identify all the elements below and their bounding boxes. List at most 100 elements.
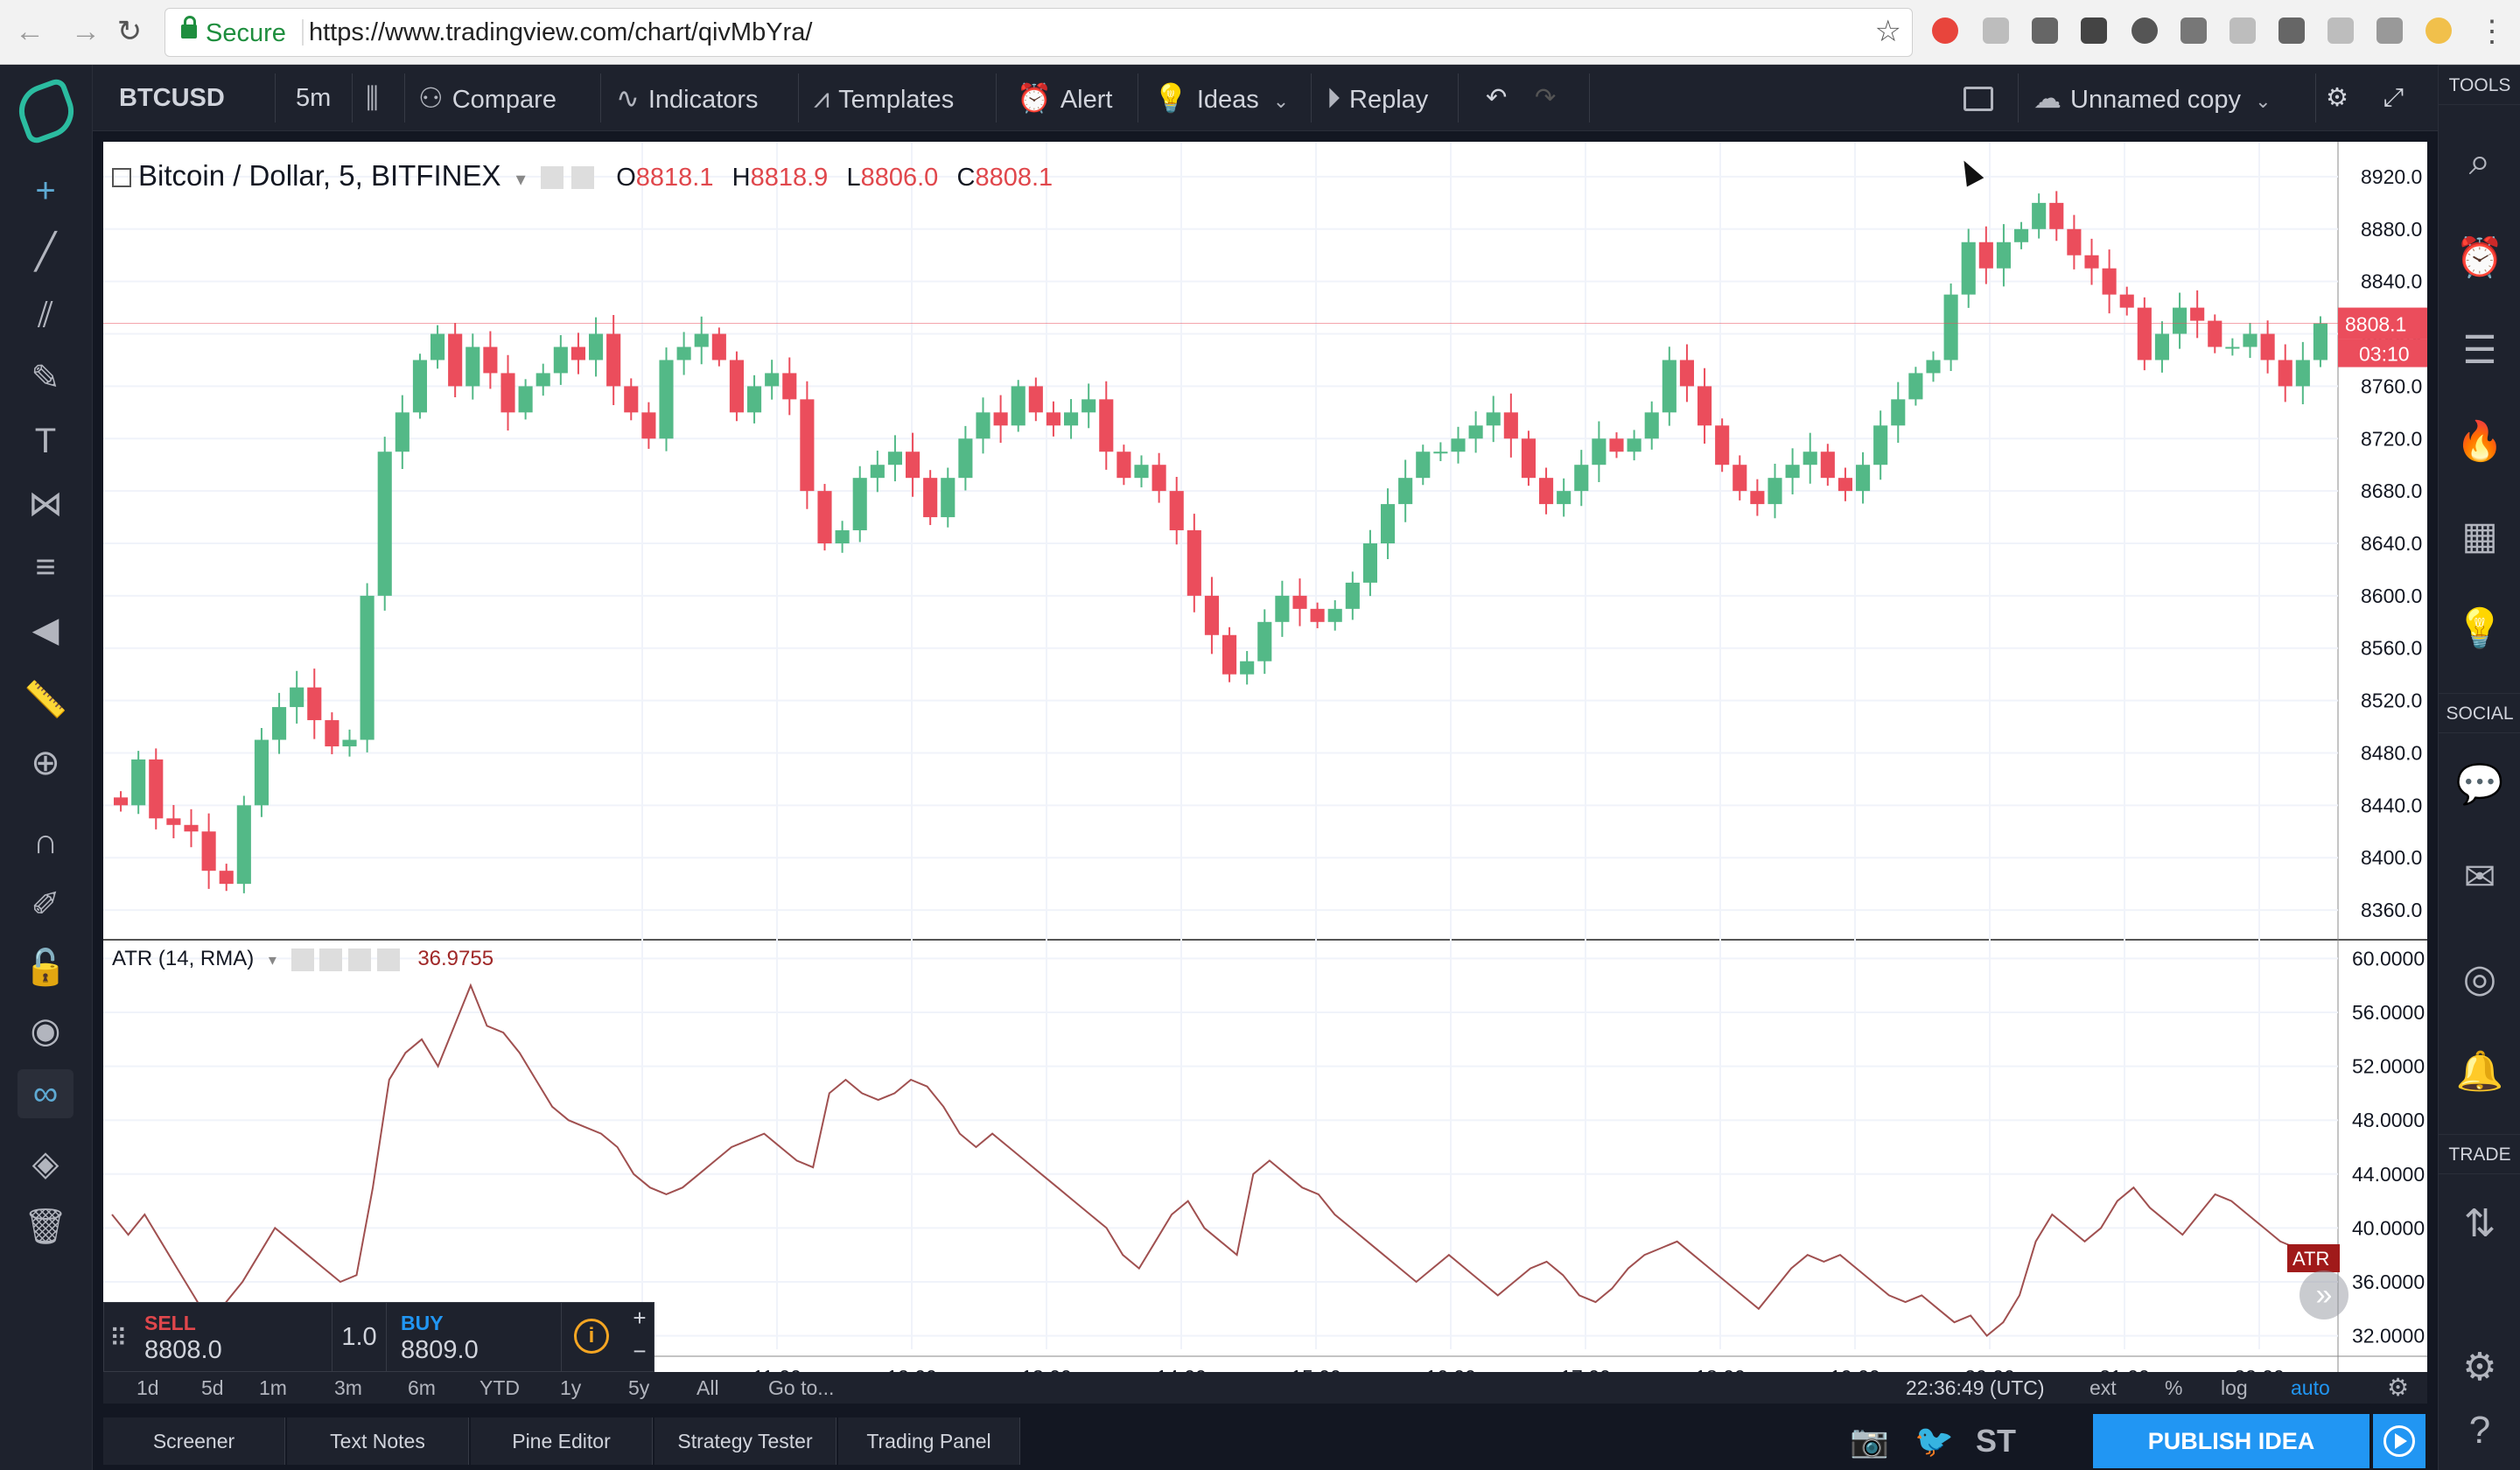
link-icon[interactable]: ∞	[18, 1069, 74, 1118]
ux-extension-icon[interactable]	[2032, 18, 2058, 44]
publish-idea-button[interactable]: PUBLISH IDEA	[2093, 1414, 2370, 1468]
watchlist-search-icon[interactable]: ⌕	[2468, 140, 2491, 183]
fullscreen-layout-icon[interactable]	[1964, 65, 1993, 131]
coin-extension-icon[interactable]	[2426, 18, 2452, 44]
drag-handle-icon[interactable]: ⠿	[109, 1325, 128, 1352]
eye-toggle-icon[interactable]	[540, 166, 564, 190]
hotlist-flame-icon[interactable]: 🔥	[2455, 420, 2504, 463]
copy-extension-icon[interactable]	[2328, 18, 2354, 44]
url-text[interactable]: https://www.tradingview.com/chart/qivMbY…	[309, 18, 813, 46]
compare-button[interactable]: ⚇ Compare	[418, 65, 556, 131]
goto-date-button[interactable]: Go to...	[768, 1376, 835, 1399]
plane-extension-icon[interactable]	[2081, 18, 2107, 44]
remove-icon[interactable]	[376, 948, 400, 971]
eye-icon[interactable]: ◉	[30, 1012, 61, 1050]
dom-icon[interactable]: ⇅	[2463, 1202, 2496, 1245]
unlock-icon[interactable]: 🔓	[24, 948, 67, 987]
tab-screener[interactable]: Screener	[103, 1418, 285, 1465]
magnet-icon[interactable]: ∩	[32, 822, 59, 861]
camera-snapshot-icon[interactable]: 📷	[1850, 1423, 1889, 1459]
help-icon[interactable]: ?	[2468, 1409, 2491, 1452]
alarm-clock-icon[interactable]: ⏰	[2455, 236, 2504, 279]
private-chat-icon[interactable]: ✉	[2463, 856, 2496, 899]
utc-clock[interactable]: 22:36:49 (UTC)	[1906, 1376, 2045, 1399]
percent-toggle[interactable]: %	[2165, 1376, 2183, 1399]
prediction-icon[interactable]: ≡	[35, 548, 56, 586]
calendar-icon[interactable]: ▦	[2461, 514, 2498, 557]
menu-kebab-icon[interactable]: ⋮	[2477, 15, 2507, 48]
circle-extension-icon[interactable]	[2132, 18, 2158, 44]
shield-extension-icon[interactable]	[2230, 18, 2256, 44]
opera-extension-icon[interactable]	[1932, 18, 1958, 44]
range-6m[interactable]: 6m	[408, 1376, 436, 1399]
back-icon[interactable]: ←	[15, 15, 45, 48]
ideas-button[interactable]: 💡 Ideas ⌄	[1153, 65, 1298, 131]
grid-extension-icon[interactable]	[2180, 18, 2207, 44]
chat-icon[interactable]: 💬	[2455, 763, 2504, 806]
range-5d[interactable]: 5d	[201, 1376, 224, 1399]
buy-button[interactable]: BUY 8809.0	[386, 1303, 561, 1371]
range-1m[interactable]: 1m	[259, 1376, 287, 1399]
stocktwits-icon[interactable]: ST	[1976, 1423, 2017, 1459]
pattern-icon[interactable]: ⋈	[28, 485, 63, 523]
range-all[interactable]: All	[696, 1376, 719, 1399]
symbol-search[interactable]: BTCUSD	[119, 84, 225, 112]
trendline-icon[interactable]: ╱	[34, 233, 57, 271]
layers-icon[interactable]: ◈	[32, 1144, 60, 1183]
qty-minus-button[interactable]: −	[633, 1338, 647, 1364]
news-icon[interactable]: ☰	[2462, 329, 2497, 372]
notifications-bell-icon[interactable]: 🔔	[2455, 1050, 2504, 1093]
lock-draw-icon[interactable]: ✐	[31, 886, 60, 924]
settings-small-icon[interactable]	[319, 948, 343, 971]
redo-icon[interactable]: ↷	[1535, 84, 1557, 112]
ideas-bulb-icon[interactable]: 💡	[2455, 607, 2504, 650]
qty-plus-button[interactable]: +	[633, 1305, 647, 1331]
chevron-down-icon[interactable]: ▾	[268, 951, 276, 969]
tradingview-logo-icon[interactable]	[11, 76, 81, 146]
reload-icon[interactable]: ↻	[116, 15, 143, 48]
ruler-icon[interactable]: 📏	[24, 681, 67, 719]
add-icon[interactable]	[347, 948, 371, 971]
mask-extension-icon[interactable]	[2278, 18, 2305, 44]
zoom-in-icon[interactable]: ⊕	[31, 744, 60, 782]
layout-menu-button[interactable]: ☁ Unnamed copy ⌄	[2034, 65, 2280, 131]
settings-gear-icon[interactable]: ⚙	[2326, 84, 2348, 112]
indicators-button[interactable]: ∿ Indicators	[616, 65, 759, 131]
alert-button[interactable]: ⏰ Alert	[1017, 65, 1112, 131]
eye-toggle-icon[interactable]	[290, 948, 314, 971]
range-5y[interactable]: 5y	[628, 1376, 650, 1399]
undo-icon[interactable]: ↶	[1486, 84, 1508, 112]
address-bar[interactable]: Secure https://www.tradingview.com/chart…	[164, 8, 1913, 57]
chart-pane[interactable]: ATR 8920.08880.08840.08800.08760.08720.0…	[103, 142, 2427, 1372]
pen-extension-icon[interactable]	[2376, 18, 2403, 44]
trash-extension-icon[interactable]	[1983, 18, 2009, 44]
range-1y[interactable]: 1y	[560, 1376, 582, 1399]
tab-pine-editor[interactable]: Pine Editor	[471, 1418, 653, 1465]
bookmark-star-icon[interactable]: ☆	[1874, 15, 1901, 48]
tab-strategy-tester[interactable]: Strategy Tester	[654, 1418, 836, 1465]
fullscreen-icon[interactable]: ⤢	[2384, 84, 2404, 112]
tab-trading-panel[interactable]: Trading Panel	[838, 1418, 1020, 1465]
tab-text-notes[interactable]: Text Notes	[287, 1418, 469, 1465]
range-1d[interactable]: 1d	[136, 1376, 159, 1399]
log-toggle[interactable]: log	[2221, 1376, 2248, 1399]
auto-toggle[interactable]: auto	[2291, 1376, 2330, 1399]
collapse-legend-icon[interactable]	[112, 168, 131, 188]
pitchfork-icon[interactable]: ⫽	[38, 296, 53, 334]
quantity-input[interactable]: 1.0	[332, 1303, 386, 1371]
replay-button[interactable]: ⏵ Replay	[1326, 65, 1428, 131]
publish-video-icon[interactable]	[2373, 1414, 2426, 1468]
chart-canvas[interactable]: ATR 8920.08880.08840.08800.08760.08720.0…	[103, 142, 2427, 1372]
text-icon[interactable]: T	[34, 422, 57, 460]
trash-icon[interactable]: 🗑	[23, 1208, 68, 1246]
streams-icon[interactable]: ◎	[2462, 957, 2497, 1000]
info-button[interactable]: i	[561, 1303, 622, 1371]
brush-icon[interactable]: ✎	[31, 359, 60, 397]
crosshair-icon[interactable]: +	[35, 172, 56, 210]
forward-icon[interactable]: →	[71, 15, 101, 48]
chevron-down-icon[interactable]: ▾	[515, 168, 526, 190]
settings-cog-icon[interactable]: ⚙	[2462, 1346, 2497, 1389]
range-settings-icon[interactable]: ⚙	[2387, 1374, 2410, 1401]
sell-button[interactable]: SELL 8808.0	[130, 1303, 332, 1371]
chart-style-button[interactable]: ⫼	[366, 65, 388, 131]
